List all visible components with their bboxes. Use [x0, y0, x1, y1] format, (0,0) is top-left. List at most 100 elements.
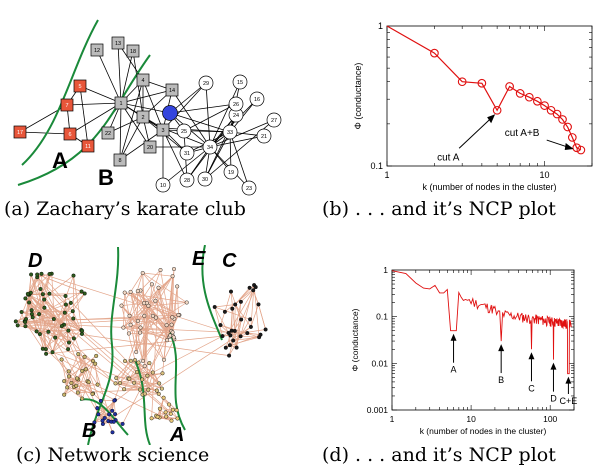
network-node [228, 333, 233, 338]
network-edge [140, 290, 172, 325]
network-node [19, 309, 24, 314]
ncp-series-line [386, 25, 582, 151]
network-edge [41, 273, 47, 350]
network-node [59, 324, 64, 329]
svg-text:21: 21 [261, 134, 267, 140]
annotation-arrowhead [498, 344, 505, 352]
network-node [96, 412, 101, 417]
caption-b: (b) . . . and it’s NCP plot [322, 198, 556, 220]
network-edge [123, 292, 126, 328]
network-edge [45, 348, 116, 415]
network-node [92, 420, 97, 425]
network-node [74, 383, 79, 388]
network-edge [88, 381, 172, 422]
network-edge [25, 316, 173, 327]
network-edge [155, 300, 179, 316]
network-node [218, 323, 223, 328]
network-edge [130, 272, 143, 293]
network-node [170, 315, 175, 320]
network-edge [72, 293, 85, 312]
network-node [82, 354, 87, 359]
caption-c: (c) Network science [16, 444, 210, 466]
network-edge [24, 317, 156, 322]
ncp-point [457, 77, 467, 87]
network-node [171, 267, 176, 272]
svg-text:18: 18 [130, 49, 136, 55]
network-node [34, 329, 39, 334]
network-node [113, 381, 118, 386]
network-node [83, 367, 88, 372]
network-node [90, 391, 95, 396]
network-node [231, 338, 236, 343]
karate-node-31: 31 [179, 145, 195, 161]
network-edge [143, 287, 159, 317]
network-node [80, 396, 85, 401]
network-node [150, 370, 155, 375]
network-node [170, 274, 175, 279]
network-edge [30, 273, 50, 294]
network-node [122, 358, 127, 363]
karate-node-8: 8 [113, 153, 127, 167]
network-node [175, 416, 180, 421]
network-edge [27, 293, 55, 320]
karate-node-20: 20 [143, 140, 157, 154]
network-edge [30, 274, 53, 353]
network-node [111, 419, 116, 424]
karate-node-29: 29 [198, 75, 214, 91]
karate-node-16: 16 [249, 91, 265, 107]
network-node [23, 296, 28, 301]
network-edge [224, 291, 232, 312]
karate-node-33: 33 [222, 124, 238, 140]
network-edge [73, 386, 93, 395]
network-edge [171, 89, 211, 148]
network-node [228, 289, 233, 294]
network-node [35, 272, 40, 277]
network-node [126, 331, 131, 336]
network-node [165, 338, 170, 343]
network-node [164, 414, 169, 419]
svg-text:34: 34 [207, 145, 213, 151]
karate-node-22: 22 [101, 126, 115, 140]
network-edge [176, 286, 179, 316]
svg-text:6: 6 [68, 132, 71, 138]
network-node [107, 412, 112, 417]
svg-text:31: 31 [184, 151, 190, 157]
network-node [134, 370, 139, 375]
network-node [110, 408, 115, 413]
network-edge [234, 304, 252, 328]
network-edge [49, 275, 74, 294]
network-node [169, 322, 174, 327]
network-node [13, 319, 18, 324]
network-node [46, 329, 51, 334]
network-node [153, 315, 158, 320]
karate-ncp-chart: 1 100.11k (number of nodes in the cluster… [353, 21, 593, 192]
x-tick-label: 1 [390, 414, 395, 424]
network-edge [214, 304, 236, 308]
x-tick-label: 10 [540, 170, 550, 180]
network-edge [148, 305, 179, 316]
network-edge [72, 311, 82, 331]
karate-node-17: 17 [13, 125, 27, 139]
network-edge [19, 131, 71, 135]
network-node [59, 357, 64, 362]
karate-node-10: 10 [155, 177, 171, 193]
network-edge [44, 307, 75, 339]
karate-node-7: 7 [60, 98, 74, 112]
network-node [94, 353, 99, 358]
annotation-label: A [451, 365, 457, 375]
y-tick-label: 0.1 [376, 312, 388, 322]
network-node [39, 271, 44, 276]
cut-b-boundary [17, 54, 151, 186]
network-node [63, 302, 68, 307]
network-node [149, 282, 154, 287]
network-node [212, 305, 217, 310]
karate-node-2: 2 [136, 110, 150, 124]
network-node [142, 313, 147, 318]
network-node [155, 414, 160, 419]
network-node [53, 335, 58, 340]
network-node [127, 313, 132, 318]
cut-b-label: B [98, 165, 114, 190]
network-edge [94, 363, 98, 385]
y-tick-label: 1 [378, 21, 383, 31]
network-node [227, 353, 232, 358]
